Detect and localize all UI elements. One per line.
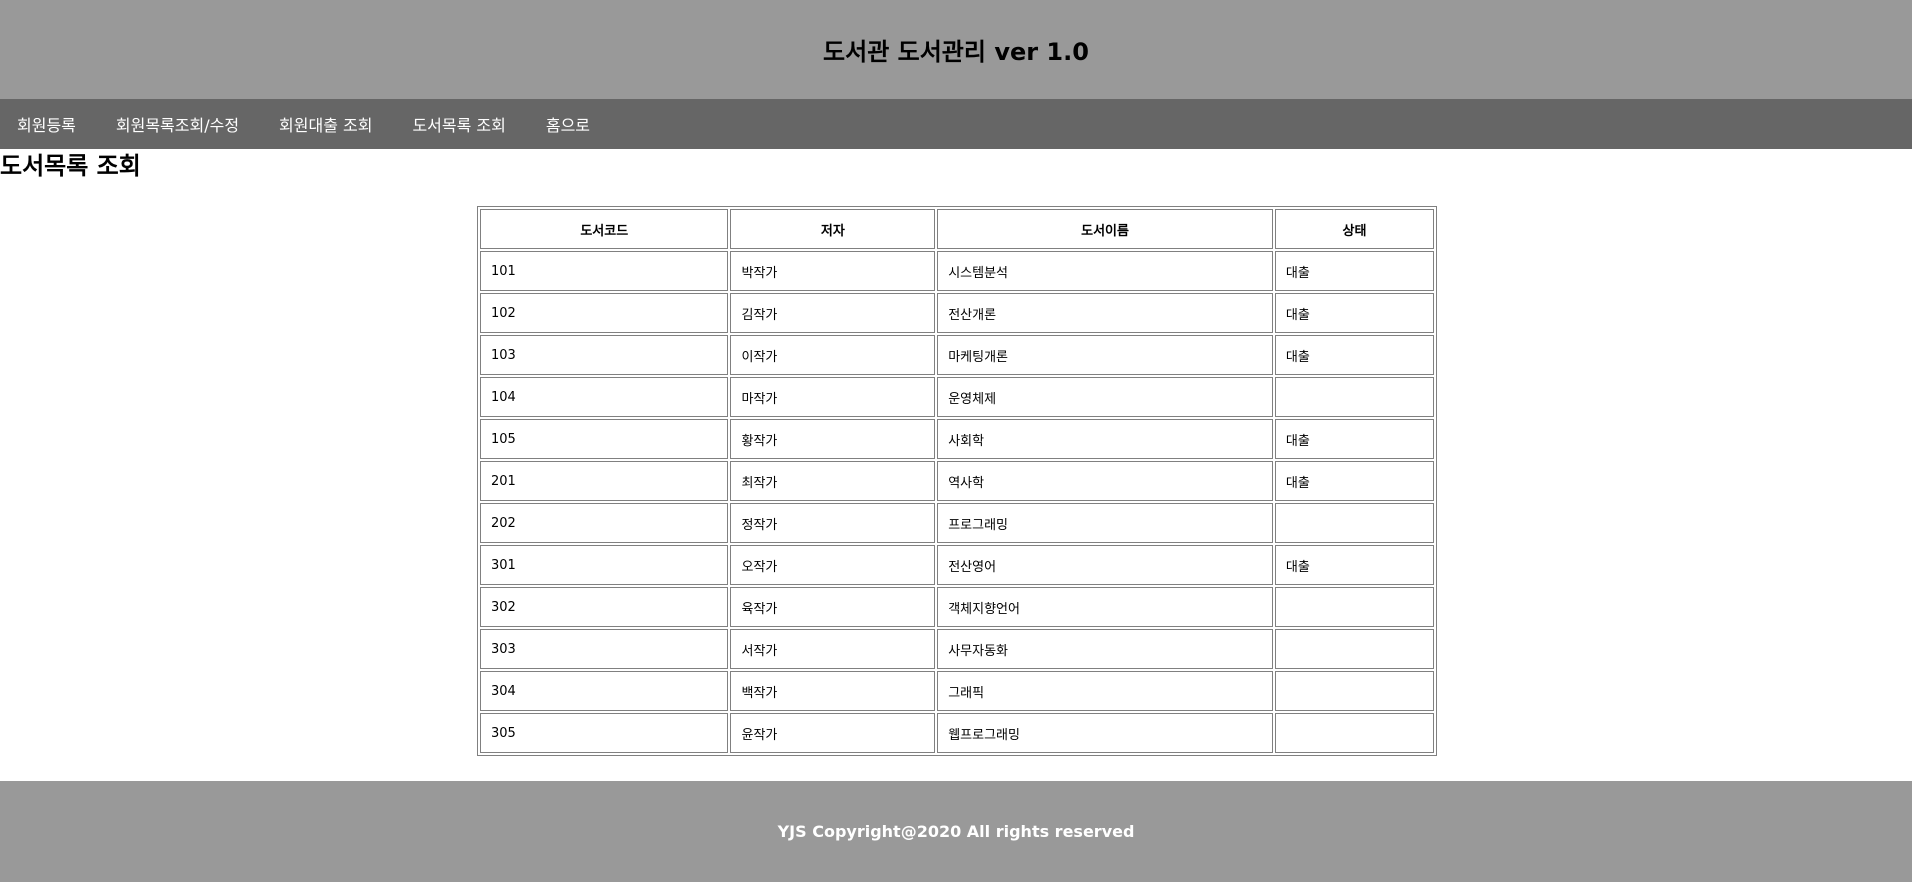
table-row: 105 황작가 사회학 대출 — [480, 419, 1434, 459]
table-row: 305 윤작가 웹프로그래밍 — [480, 713, 1434, 753]
cell-author: 오작가 — [730, 545, 936, 585]
cell-author: 서작가 — [730, 629, 936, 669]
table-header-row: 도서코드 저자 도서이름 상태 — [480, 209, 1434, 249]
cell-author: 마작가 — [730, 377, 936, 417]
table-row: 303 서작가 사무자동화 — [480, 629, 1434, 669]
cell-book-code: 301 — [480, 545, 729, 585]
cell-book-code: 303 — [480, 629, 729, 669]
cell-status — [1274, 671, 1434, 711]
table-row: 201 최작가 역사학 대출 — [480, 461, 1434, 501]
cell-book-title: 객체지향언어 — [937, 587, 1273, 627]
cell-status — [1274, 503, 1434, 543]
column-header-author: 저자 — [730, 209, 936, 249]
cell-author: 백작가 — [730, 671, 936, 711]
cell-status: 대출 — [1274, 335, 1434, 375]
cell-book-title: 운영체제 — [937, 377, 1273, 417]
nav-item-member-register[interactable]: 회원등록 — [17, 116, 76, 135]
main-section: 도서목록 조회 도서코드 저자 도서이름 상태 101 박작가 시스템분석 대출 102… — [0, 149, 1912, 781]
cell-book-code: 202 — [480, 503, 729, 543]
cell-status — [1274, 587, 1434, 627]
cell-book-code: 105 — [480, 419, 729, 459]
page-header: 도서관 도서관리 ver 1.0 — [0, 0, 1912, 99]
cell-author: 이작가 — [730, 335, 936, 375]
cell-book-code: 305 — [480, 713, 729, 753]
cell-author: 최작가 — [730, 461, 936, 501]
copyright-text: YJS Copyright@2020 All rights reserved — [777, 822, 1135, 841]
table-row: 301 오작가 전산영어 대출 — [480, 545, 1434, 585]
cell-book-title: 마케팅개론 — [937, 335, 1273, 375]
column-header-title: 도서이름 — [937, 209, 1273, 249]
nav-item-home[interactable]: 홈으로 — [545, 116, 591, 135]
cell-book-title: 사회학 — [937, 419, 1273, 459]
cell-status — [1274, 629, 1434, 669]
cell-book-code: 101 — [480, 251, 729, 291]
cell-book-title: 사무자동화 — [937, 629, 1273, 669]
table-row: 103 이작가 마케팅개론 대출 — [480, 335, 1434, 375]
cell-book-code: 304 — [480, 671, 729, 711]
cell-author: 김작가 — [730, 293, 936, 333]
cell-book-title: 역사학 — [937, 461, 1273, 501]
app-title: 도서관 도서관리 ver 1.0 — [823, 38, 1089, 66]
page-title: 도서목록 조회 — [0, 152, 141, 180]
table-row: 101 박작가 시스템분석 대출 — [480, 251, 1434, 291]
cell-status: 대출 — [1274, 545, 1434, 585]
page-footer: YJS Copyright@2020 All rights reserved — [0, 781, 1912, 882]
cell-author: 정작가 — [730, 503, 936, 543]
table-body: 101 박작가 시스템분석 대출 102 김작가 전산개론 대출 103 이작가 마케팅개론 대출 10… — [480, 251, 1434, 753]
cell-author: 육작가 — [730, 587, 936, 627]
cell-book-code: 103 — [480, 335, 729, 375]
cell-status — [1274, 377, 1434, 417]
table-row: 304 백작가 그래픽 — [480, 671, 1434, 711]
nav-item-member-loans[interactable]: 회원대출 조회 — [279, 116, 373, 135]
main-nav: 회원등록 회원목록조회/수정 회원대출 조회 도서목록 조회 홈으로 — [0, 99, 1912, 149]
table-row: 202 정작가 프로그래밍 — [480, 503, 1434, 543]
cell-status: 대출 — [1274, 293, 1434, 333]
cell-book-title: 전산개론 — [937, 293, 1273, 333]
book-table: 도서코드 저자 도서이름 상태 101 박작가 시스템분석 대출 102 김작가 전산개론 대… — [477, 206, 1437, 756]
nav-item-book-list[interactable]: 도서목록 조회 — [412, 116, 506, 135]
cell-status: 대출 — [1274, 461, 1434, 501]
cell-status: 대출 — [1274, 251, 1434, 291]
cell-book-title: 프로그래밍 — [937, 503, 1273, 543]
cell-author: 윤작가 — [730, 713, 936, 753]
table-row: 104 마작가 운영체제 — [480, 377, 1434, 417]
cell-author: 박작가 — [730, 251, 936, 291]
column-header-status: 상태 — [1274, 209, 1434, 249]
cell-book-code: 201 — [480, 461, 729, 501]
column-header-code: 도서코드 — [480, 209, 729, 249]
table-row: 102 김작가 전산개론 대출 — [480, 293, 1434, 333]
table-row: 302 육작가 객체지향언어 — [480, 587, 1434, 627]
cell-book-code: 302 — [480, 587, 729, 627]
cell-book-title: 웹프로그래밍 — [937, 713, 1273, 753]
cell-book-title: 전산영어 — [937, 545, 1273, 585]
cell-status — [1274, 713, 1434, 753]
cell-status: 대출 — [1274, 419, 1434, 459]
cell-book-title: 그래픽 — [937, 671, 1273, 711]
cell-author: 황작가 — [730, 419, 936, 459]
nav-item-member-list[interactable]: 회원목록조회/수정 — [115, 116, 240, 135]
cell-book-code: 104 — [480, 377, 729, 417]
cell-book-title: 시스템분석 — [937, 251, 1273, 291]
cell-book-code: 102 — [480, 293, 729, 333]
